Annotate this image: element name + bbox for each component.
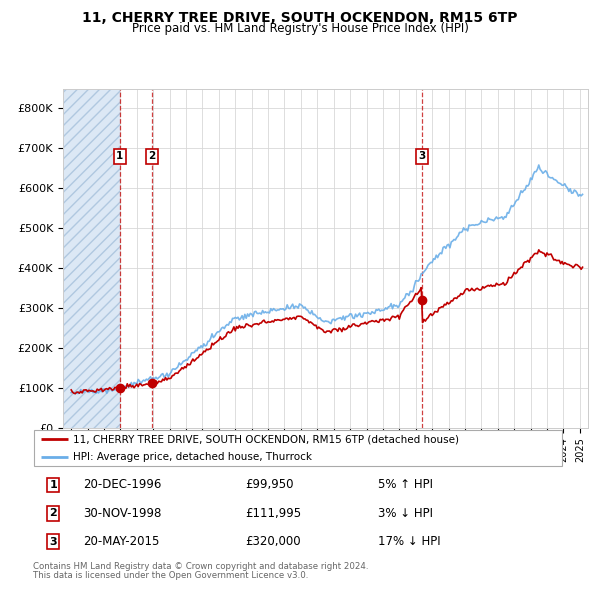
- Text: 3: 3: [418, 152, 425, 161]
- Text: Contains HM Land Registry data © Crown copyright and database right 2024.: Contains HM Land Registry data © Crown c…: [33, 562, 368, 571]
- Text: This data is licensed under the Open Government Licence v3.0.: This data is licensed under the Open Gov…: [33, 571, 308, 580]
- Text: £99,950: £99,950: [245, 478, 294, 491]
- Text: 3: 3: [49, 537, 57, 546]
- Text: 1: 1: [116, 152, 124, 161]
- Text: 2: 2: [148, 152, 155, 161]
- Text: 20-MAY-2015: 20-MAY-2015: [83, 535, 160, 548]
- Bar: [63, 88, 120, 428]
- Text: 3% ↓ HPI: 3% ↓ HPI: [378, 507, 433, 520]
- Text: 2: 2: [49, 509, 57, 518]
- Text: £320,000: £320,000: [245, 535, 301, 548]
- Text: 11, CHERRY TREE DRIVE, SOUTH OCKENDON, RM15 6TP (detached house): 11, CHERRY TREE DRIVE, SOUTH OCKENDON, R…: [73, 434, 459, 444]
- Text: 5% ↑ HPI: 5% ↑ HPI: [378, 478, 433, 491]
- Text: Price paid vs. HM Land Registry's House Price Index (HPI): Price paid vs. HM Land Registry's House …: [131, 22, 469, 35]
- FancyBboxPatch shape: [34, 431, 562, 466]
- Text: 20-DEC-1996: 20-DEC-1996: [83, 478, 162, 491]
- Text: 30-NOV-1998: 30-NOV-1998: [83, 507, 162, 520]
- Text: £111,995: £111,995: [245, 507, 302, 520]
- Text: HPI: Average price, detached house, Thurrock: HPI: Average price, detached house, Thur…: [73, 452, 312, 462]
- Text: 1: 1: [49, 480, 57, 490]
- Text: 11, CHERRY TREE DRIVE, SOUTH OCKENDON, RM15 6TP: 11, CHERRY TREE DRIVE, SOUTH OCKENDON, R…: [82, 11, 518, 25]
- Text: 17% ↓ HPI: 17% ↓ HPI: [378, 535, 441, 548]
